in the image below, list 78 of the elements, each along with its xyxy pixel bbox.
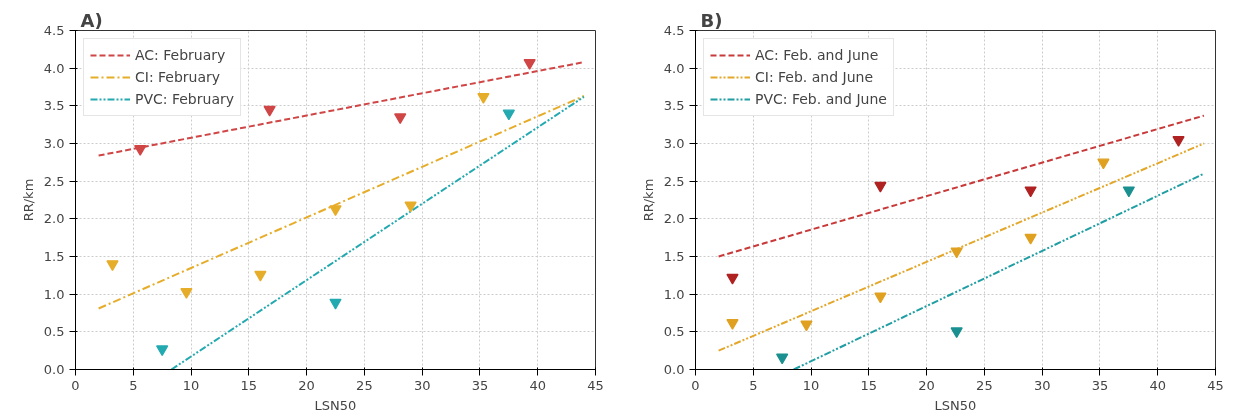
legend-label: PVC: Feb. and June [755,91,887,107]
y-tick-label: 1.0 [43,286,65,302]
point [180,288,193,299]
y-tick-label: 4.5 [43,23,65,38]
y-tick-label: 3.0 [663,136,685,151]
point [726,318,739,330]
chart-title: B) [700,9,723,31]
y-tick-label: 2.0 [43,211,65,227]
y-tick-label: 4.0 [43,60,65,76]
y-tick-label: 4.5 [663,23,685,38]
y-tick-label: 3.0 [43,136,65,151]
point [800,320,813,332]
x-tick-label: 10 [802,377,820,393]
point [404,201,417,213]
x-tick-label: 20 [298,377,315,393]
y-tick-label: 0.5 [663,324,685,340]
x-tick-label: 40 [529,377,546,393]
x-tick-label: 40 [1149,377,1166,393]
point [950,247,963,259]
y-tick-label: 1.5 [43,249,65,264]
point [1097,158,1110,170]
y-axis-title: RR/km [20,178,36,222]
point [156,345,169,357]
x-tick-label: 5 [129,377,138,393]
point [776,353,789,365]
point [134,144,147,156]
point [726,273,739,285]
point [1024,186,1037,198]
legend-label: PVC: February [135,91,234,107]
x-tick-label: 10 [182,377,200,393]
x-tick-label: 25 [356,377,373,393]
point [502,109,515,121]
y-tick-label: 0.0 [663,362,685,377]
x-tick-label: 25 [976,377,993,393]
y-tick-label: 0.5 [43,324,65,340]
x-tick-label: 35 [471,377,489,393]
x-tick-label: 45 [587,377,604,393]
x-tick-label: 30 [413,377,431,393]
y-tick-label: 1.5 [663,249,685,264]
y-tick-label: 1.0 [663,286,685,302]
point [263,105,276,117]
point [1122,186,1135,198]
legend-label: CI: February [135,69,221,85]
chart-title: A) [80,9,103,31]
point [394,113,407,125]
point [874,292,887,304]
point [874,181,887,193]
point [950,327,963,339]
x-tick-label: 45 [1207,377,1224,393]
point [106,260,119,272]
y-tick-label: 2.5 [43,173,65,189]
point [1024,233,1037,245]
y-tick-label: 0.0 [43,362,65,377]
x-tick-label: 15 [860,377,878,393]
y-tick-label: 3.5 [663,98,685,114]
legend-label: AC: Feb. and June [755,47,879,63]
legend-label: CI: Feb. and June [755,69,874,85]
x-tick-label: 35 [1091,377,1109,393]
legend-label: AC: February [135,47,226,63]
x-tick-label: 30 [1033,377,1051,393]
point [329,205,342,217]
x-tick-label: 20 [918,377,935,393]
point [523,59,536,70]
point [1172,135,1185,147]
y-tick-label: 4.0 [663,60,685,76]
x-tick-label: 0 [691,377,700,393]
point [477,92,490,104]
x-tick-label: 0 [71,377,80,393]
y-tick-label: 2.5 [663,173,685,189]
x-axis-title: LSN50 [934,397,977,413]
y-axis-title: RR/km [640,178,656,222]
point [254,270,267,282]
y-tick-label: 3.5 [43,98,65,114]
x-tick-label: 15 [240,377,258,393]
point [329,298,342,310]
x-tick-label: 5 [749,377,758,393]
x-axis-title: LSN50 [314,397,357,413]
y-tick-label: 2.0 [663,211,685,227]
